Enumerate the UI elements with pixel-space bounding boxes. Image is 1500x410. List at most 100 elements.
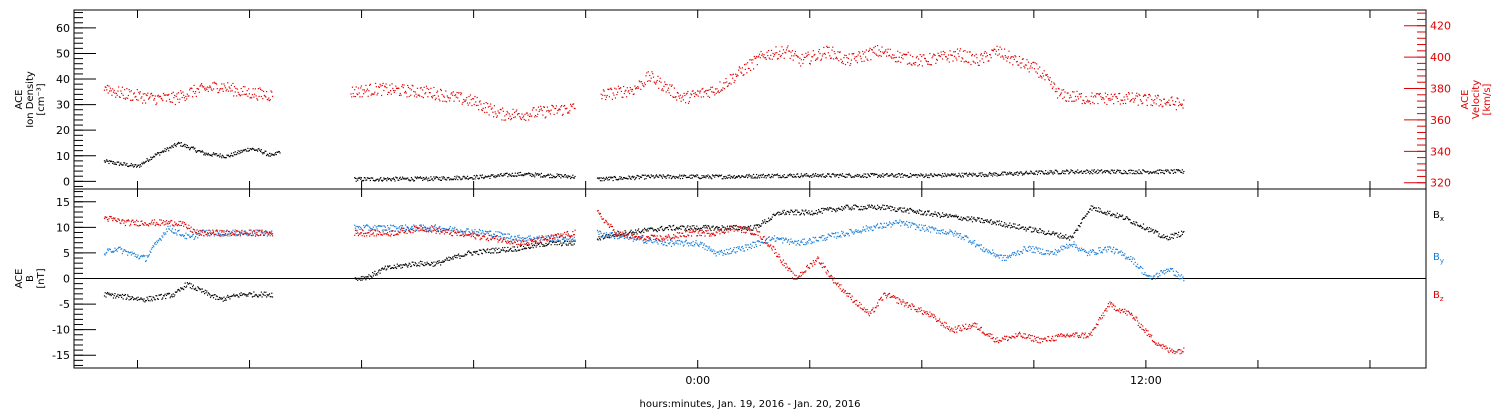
data-point: [751, 245, 753, 247]
data-point: [1135, 221, 1137, 223]
data-point: [760, 50, 762, 53]
data-point: [782, 210, 784, 212]
data-point: [670, 85, 673, 87]
data-point: [451, 256, 454, 258]
data-point: [238, 93, 240, 95]
data-point: [885, 55, 888, 57]
data-point: [752, 173, 755, 176]
data-point: [230, 295, 232, 298]
data-point: [572, 177, 575, 179]
data-point: [416, 264, 419, 266]
data-point: [938, 173, 940, 175]
data-point: [112, 91, 115, 93]
data-point: [821, 174, 823, 176]
tick-label: 0: [63, 273, 70, 286]
data-point: [606, 94, 608, 97]
data-point: [873, 225, 875, 227]
data-point: [996, 45, 998, 47]
data-point: [1107, 210, 1109, 212]
data-point: [800, 175, 802, 177]
data-point: [607, 179, 609, 181]
data-point: [835, 237, 838, 239]
data-point: [567, 111, 569, 113]
data-point: [1076, 90, 1078, 93]
data-point: [1039, 75, 1042, 77]
data-point: [558, 173, 560, 176]
data-point: [841, 232, 844, 235]
data-point: [1127, 170, 1130, 172]
data-point: [990, 57, 992, 59]
data-point: [918, 174, 920, 176]
data-point: [110, 294, 112, 297]
data-point: [457, 253, 460, 255]
data-point: [637, 228, 640, 230]
data-point: [426, 87, 428, 90]
data-point: [989, 220, 991, 222]
data-point: [398, 265, 401, 267]
data-point: [219, 298, 221, 300]
data-point: [859, 230, 862, 232]
data-point: [726, 85, 729, 88]
data-point: [686, 176, 688, 179]
data-point: [879, 207, 881, 209]
data-point: [503, 233, 505, 235]
data-point: [948, 61, 950, 63]
data-point: [726, 177, 729, 179]
data-point: [701, 229, 703, 231]
data-point: [165, 294, 168, 296]
data-point: [614, 87, 616, 89]
data-point: [382, 225, 384, 227]
data-point: [243, 293, 245, 295]
data-point: [788, 211, 790, 213]
data-point: [904, 210, 906, 212]
data-point: [130, 163, 132, 165]
data-point: [814, 237, 816, 239]
data-point: [160, 151, 162, 154]
data-point: [836, 210, 838, 212]
data-point: [429, 264, 431, 266]
data-point: [502, 175, 504, 177]
data-point: [177, 230, 179, 232]
data-point: [521, 113, 523, 115]
data-point: [724, 177, 726, 180]
data-point: [562, 113, 564, 115]
data-point: [1136, 92, 1138, 94]
data-point: [146, 94, 148, 97]
data-point: [1150, 228, 1152, 230]
data-point: [900, 207, 902, 209]
data-point: [608, 176, 610, 178]
data-point: [1062, 237, 1065, 239]
data-point: [692, 90, 694, 92]
data-point: [645, 229, 647, 231]
data-point: [716, 174, 718, 176]
data-point: [628, 92, 631, 95]
data-point: [862, 226, 864, 228]
data-point: [931, 174, 933, 177]
data-point: [715, 255, 717, 257]
data-point: [963, 61, 965, 63]
data-point: [482, 177, 484, 179]
data-point: [1134, 224, 1136, 226]
data-point: [986, 175, 988, 177]
data-point: [599, 180, 602, 182]
data-point: [167, 94, 169, 97]
data-point: [789, 173, 791, 175]
data-point: [166, 147, 168, 149]
data-point: [601, 180, 603, 182]
data-point: [558, 175, 560, 177]
data-point: [695, 228, 697, 230]
data-point: [172, 91, 174, 93]
data-point: [776, 212, 779, 214]
data-point: [533, 107, 535, 109]
data-point: [1063, 96, 1065, 98]
data-point: [228, 296, 230, 298]
data-point: [828, 234, 830, 236]
data-point: [1039, 172, 1042, 175]
data-point: [1064, 173, 1066, 175]
data-point: [510, 250, 513, 252]
data-point: [468, 95, 470, 98]
data-point: [519, 171, 522, 174]
data-point: [484, 176, 486, 179]
data-point: [565, 108, 567, 110]
data-point: [840, 174, 842, 176]
